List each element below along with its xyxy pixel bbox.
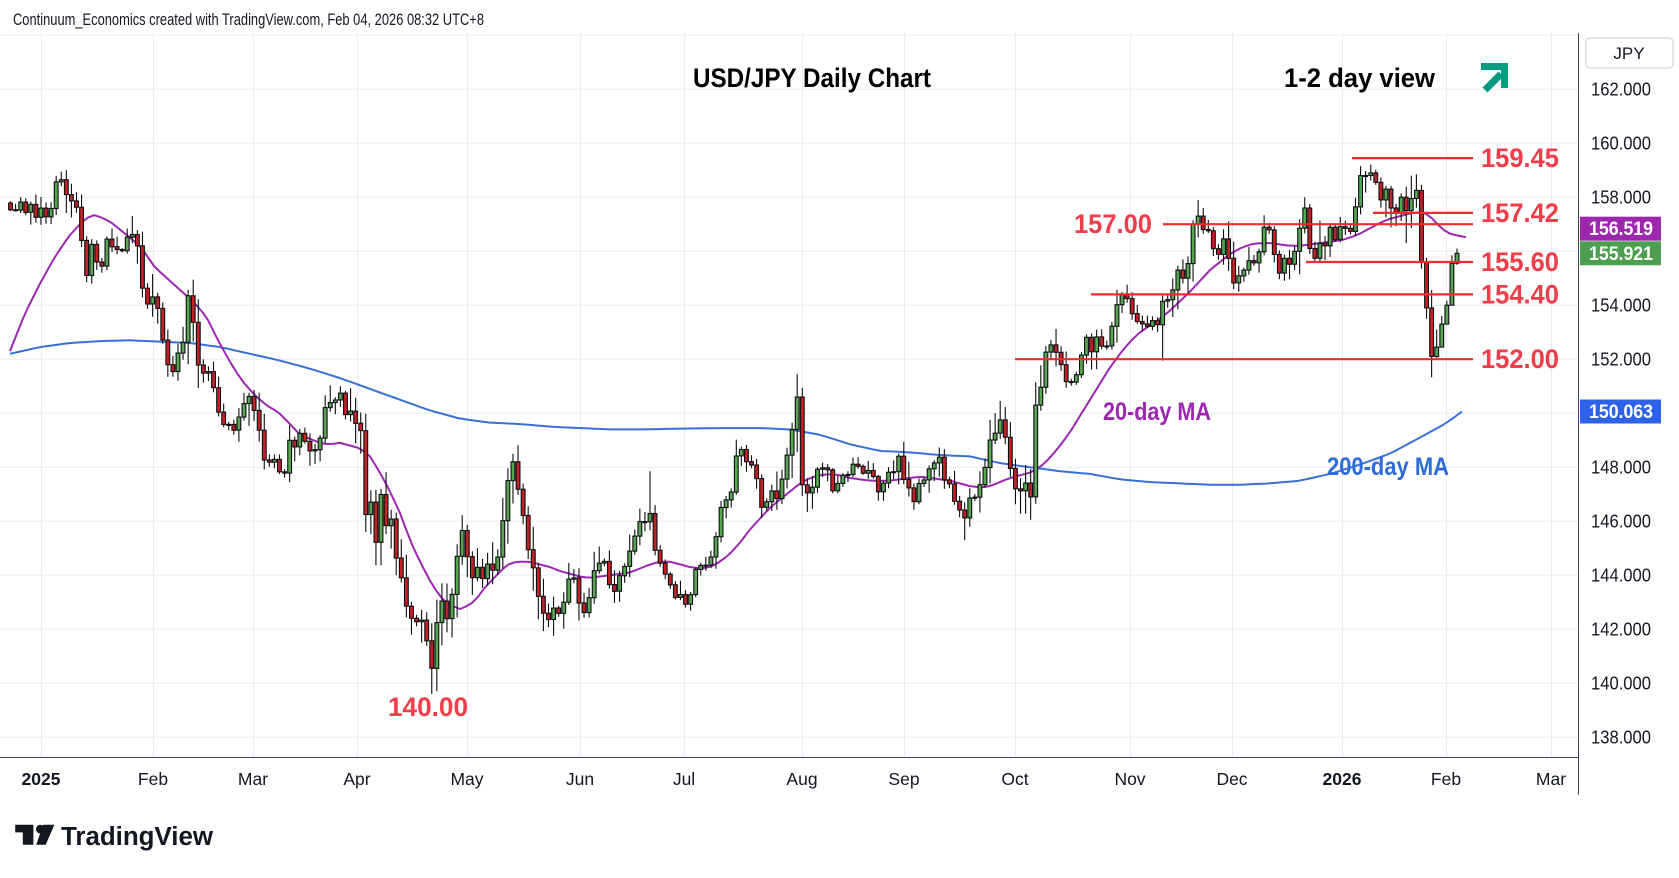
svg-text:138.000: 138.000 (1591, 727, 1651, 747)
svg-text:Aug: Aug (786, 769, 817, 789)
svg-text:Jul: Jul (673, 769, 695, 789)
svg-text:140.00: 140.00 (388, 692, 468, 722)
svg-text:TradingView: TradingView (61, 823, 213, 851)
svg-text:148.000: 148.000 (1591, 457, 1651, 477)
svg-text:142.000: 142.000 (1591, 619, 1651, 639)
svg-text:152.00: 152.00 (1481, 344, 1559, 374)
svg-text:154.000: 154.000 (1591, 295, 1651, 315)
svg-text:146.000: 146.000 (1591, 511, 1651, 531)
svg-text:157.00: 157.00 (1074, 209, 1152, 239)
svg-text:1-2 day view: 1-2 day view (1284, 63, 1436, 93)
svg-text:160.000: 160.000 (1591, 133, 1651, 153)
svg-text:155.60: 155.60 (1481, 247, 1559, 277)
svg-text:162.000: 162.000 (1591, 79, 1651, 99)
svg-text:USD/JPY Daily Chart: USD/JPY Daily Chart (693, 63, 931, 93)
svg-text:159.45: 159.45 (1481, 143, 1559, 173)
svg-text:2026: 2026 (1323, 769, 1362, 789)
svg-text:158.000: 158.000 (1591, 187, 1651, 207)
svg-text:Dec: Dec (1216, 769, 1247, 789)
svg-text:157.42: 157.42 (1481, 198, 1559, 228)
svg-text:Nov: Nov (1114, 769, 1145, 789)
svg-text:2025: 2025 (22, 769, 61, 789)
svg-text:Oct: Oct (1001, 769, 1028, 789)
svg-text:154.40: 154.40 (1481, 279, 1559, 309)
svg-text:140.000: 140.000 (1591, 673, 1651, 693)
svg-text:Jun: Jun (566, 769, 594, 789)
svg-text:May: May (450, 769, 483, 789)
svg-text:152.000: 152.000 (1591, 349, 1651, 369)
svg-text:Mar: Mar (238, 769, 268, 789)
svg-text:Mar: Mar (1536, 769, 1566, 789)
svg-text:Feb: Feb (1431, 769, 1461, 789)
svg-text:155.921: 155.921 (1589, 244, 1653, 265)
svg-text:150.063: 150.063 (1589, 402, 1653, 423)
svg-text:Sep: Sep (888, 769, 919, 789)
svg-text:JPY: JPY (1613, 44, 1644, 63)
svg-text:Feb: Feb (138, 769, 168, 789)
svg-text:200-day MA: 200-day MA (1327, 453, 1449, 481)
svg-text:20-day MA: 20-day MA (1103, 398, 1211, 426)
svg-text:Apr: Apr (343, 769, 370, 789)
svg-text:Continuum_Economics created wi: Continuum_Economics created with Trading… (13, 10, 484, 29)
svg-text:156.519: 156.519 (1589, 219, 1653, 240)
svg-text:144.000: 144.000 (1591, 565, 1651, 585)
